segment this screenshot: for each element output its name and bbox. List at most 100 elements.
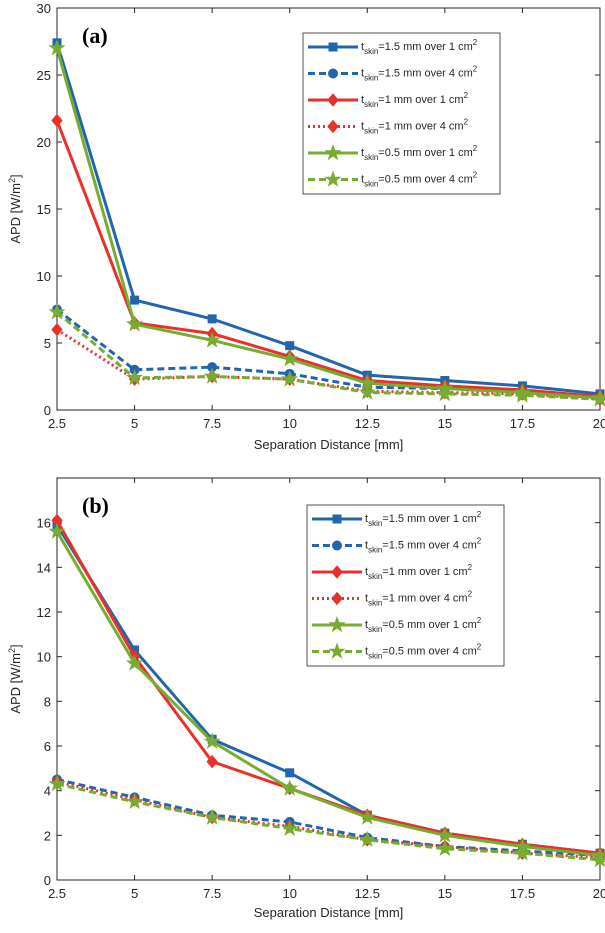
x-tick-label: 17.5: [510, 416, 535, 431]
marker: [48, 774, 66, 792]
x-tick-label: 20: [593, 886, 605, 901]
y-tick-label: 10: [37, 650, 51, 665]
legend-label: tskin=1 mm over 1 cm2: [361, 91, 469, 109]
series-line: [55, 530, 601, 857]
legend-label: tskin=1.5 mm over 4 cm2: [361, 65, 478, 83]
y-tick-label: 0: [44, 403, 51, 418]
x-tick-label: 12.5: [355, 886, 380, 901]
axes-box: [56, 477, 601, 881]
marker: [436, 839, 454, 857]
x-tick-label: 10: [282, 416, 296, 431]
y-tick-label: 30: [37, 1, 51, 16]
legend-box: [302, 32, 501, 195]
x-tick-label: 7.5: [203, 416, 221, 431]
series-line: [56, 328, 601, 401]
panel-label: (a): [82, 23, 108, 48]
marker: [591, 390, 605, 407]
legend-marker: [331, 591, 343, 606]
marker: [281, 350, 299, 367]
x-axis-label: Separation Distance [mm]: [254, 437, 404, 452]
y-tick-label: 5: [44, 336, 51, 351]
legend-marker: [328, 642, 346, 659]
series-line: [56, 778, 601, 857]
legend-marker: [328, 68, 338, 79]
y-tick-label: 4: [44, 784, 51, 799]
y-tick-label: 0: [44, 873, 51, 888]
marker: [358, 808, 376, 825]
x-axis-label: Separation Distance [mm]: [254, 905, 404, 920]
legend-label: tskin=0.5 mm over 1 cm2: [361, 144, 478, 162]
marker: [203, 808, 221, 825]
x-tick-label: 15: [438, 886, 452, 901]
legend-marker: [331, 565, 343, 579]
marker: [285, 768, 295, 778]
series-line: [56, 311, 601, 401]
marker: [207, 314, 217, 324]
marker: [51, 322, 63, 337]
series-line: [55, 120, 601, 399]
legend-label: tskin=1.5 mm over 4 cm2: [365, 537, 482, 555]
x-tick-label: 7.5: [203, 886, 221, 901]
marker: [436, 826, 454, 843]
legend-box: [306, 504, 505, 667]
y-tick-label: 15: [37, 202, 51, 217]
marker: [48, 522, 66, 539]
marker: [125, 654, 144, 671]
marker: [281, 779, 299, 796]
legend-marker: [332, 540, 342, 551]
legend-label: tskin=1 mm over 1 cm2: [365, 563, 473, 581]
marker: [281, 370, 299, 387]
legend-marker: [327, 119, 339, 134]
x-tick-label: 20: [593, 416, 605, 431]
legend-label: tskin=1 mm over 4 cm2: [365, 590, 473, 608]
legend-marker: [332, 514, 342, 524]
y-tick-label: 2: [44, 828, 51, 843]
panel-label: (b): [82, 493, 109, 518]
legend-label: tskin=1.5 mm over 1 cm2: [365, 510, 482, 528]
y-tick-label: 10: [37, 269, 51, 284]
marker: [285, 341, 295, 351]
marker: [51, 113, 63, 128]
marker: [125, 315, 144, 332]
series-line: [55, 47, 601, 400]
legend-marker: [328, 615, 346, 633]
legend-marker: [327, 93, 339, 107]
y-tick-label: 14: [37, 560, 51, 575]
legend-label: tskin=0.5 mm over 4 cm2: [365, 643, 482, 661]
x-tick-label: 17.5: [510, 886, 535, 901]
marker: [125, 792, 144, 810]
marker: [203, 732, 221, 749]
marker: [48, 39, 66, 56]
y-tick-label: 12: [37, 605, 51, 620]
marker: [203, 331, 221, 348]
x-tick-label: 2.5: [48, 416, 66, 431]
marker: [125, 368, 144, 386]
x-tick-label: 2.5: [48, 886, 66, 901]
series-line: [55, 42, 601, 396]
y-axis-label: APD [W/m2]: [7, 174, 23, 243]
series-line: [56, 782, 601, 862]
legend-label: tskin=1.5 mm over 1 cm2: [361, 38, 478, 56]
marker: [358, 830, 376, 848]
marker: [358, 383, 376, 400]
x-tick-label: 15: [438, 416, 452, 431]
legend-label: tskin=0.5 mm over 1 cm2: [365, 616, 482, 634]
marker: [513, 844, 532, 861]
y-tick-label: 16: [37, 516, 51, 531]
marker: [281, 819, 299, 836]
marker: [203, 367, 221, 384]
legend-label: tskin=0.5 mm over 4 cm2: [361, 171, 478, 189]
axes-box: [56, 7, 601, 411]
y-tick-label: 8: [44, 694, 51, 709]
marker: [206, 754, 218, 769]
legend-marker: [328, 42, 338, 52]
marker: [48, 303, 66, 320]
y-tick-label: 6: [44, 739, 51, 754]
y-tick-label: 25: [37, 68, 51, 83]
x-tick-label: 5: [131, 886, 138, 901]
y-axis-label: APD [W/m2]: [7, 644, 23, 713]
marker: [130, 295, 140, 305]
marker: [513, 386, 532, 403]
legend-marker: [324, 170, 342, 187]
